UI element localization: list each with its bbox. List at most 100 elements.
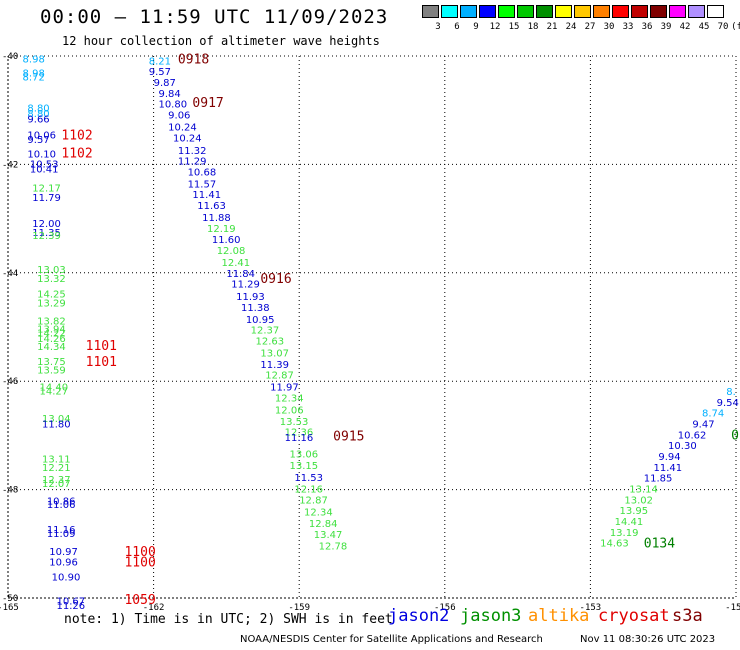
- legend-item-jason2: jason2: [388, 606, 450, 626]
- wave-height-label: 12.00: [32, 219, 61, 230]
- scale-swatch: [517, 5, 534, 18]
- scale-swatch: [707, 5, 724, 18]
- scale-swatch: [422, 5, 439, 18]
- scale-label: 42: [679, 22, 691, 32]
- wave-height-label: 14.34: [37, 342, 66, 353]
- wave-height-label: 11.35: [32, 228, 61, 239]
- wave-height-label: 14.63: [600, 539, 629, 550]
- wave-height-label: 12.21: [42, 463, 71, 474]
- wave-height-label: 13.19: [610, 528, 639, 539]
- scale-swatch: [669, 5, 686, 18]
- pass-time-label: 1102: [61, 146, 92, 161]
- wave-height-label: 12.19: [207, 224, 236, 235]
- wave-height-label: 10.80: [158, 100, 187, 111]
- x-tick-label: -156: [434, 603, 456, 613]
- wave-height-label: 11.16: [47, 525, 76, 536]
- y-tick-label: -48: [2, 486, 18, 496]
- wave-height-label: 13.75: [37, 357, 66, 368]
- scale-swatch: [536, 5, 553, 18]
- legend-item-s3a: s3a: [672, 606, 703, 626]
- scale-label: 6: [454, 22, 460, 32]
- wave-height-label: 13.03: [37, 265, 66, 276]
- wave-height-label: 11.84: [226, 269, 255, 280]
- wave-height-label: 10.06: [27, 131, 56, 142]
- scale-label: 24: [565, 22, 577, 32]
- x-tick-label: -159: [288, 603, 310, 613]
- wave-height-label: 14.25: [37, 289, 66, 300]
- wave-height-label: 10.53: [30, 159, 59, 170]
- scale-swatch: [688, 5, 705, 18]
- wave-height-label: 10.68: [188, 167, 217, 178]
- pass-time-label: 0: [731, 428, 739, 443]
- wave-height-label: 10.24: [168, 122, 197, 133]
- wave-height-label: 8.98: [23, 68, 45, 79]
- scale-swatch: [460, 5, 477, 18]
- wave-height-label: 11.60: [212, 235, 241, 246]
- wave-height-label: 13.59: [37, 365, 66, 376]
- wave-height-label: 11.80: [42, 419, 71, 430]
- timestamp: Nov 11 08:30:26 UTC 2023: [580, 634, 716, 645]
- scale-swatch: [555, 5, 572, 18]
- wave-height-label: 11.26: [57, 601, 86, 612]
- wave-height-label: 12.78: [319, 541, 348, 552]
- pass-time-label: 1100: [124, 556, 155, 571]
- wave-height-label: 11.32: [178, 146, 207, 157]
- wave-height-label: 10.86: [47, 496, 76, 507]
- wave-height-label: 10.67: [57, 597, 86, 608]
- wave-height-label: 14.40: [40, 383, 69, 394]
- wave-height-label: 13.82: [37, 316, 66, 327]
- wave-height-label: 11.29: [178, 157, 207, 168]
- pass-time-label: 1102: [61, 129, 92, 144]
- scale-label: 45: [698, 22, 710, 32]
- wave-height-label: 13.32: [37, 274, 66, 285]
- wave-height-label: 9.57: [27, 135, 49, 146]
- wave-height-label: 14.27: [40, 386, 69, 397]
- pass-time-label: 1101: [86, 339, 117, 354]
- x-tick-label: -150: [725, 603, 740, 613]
- wave-height-label: 9.57: [149, 67, 171, 78]
- scale-label: 12: [489, 22, 501, 32]
- wave-height-label: 10.62: [678, 430, 707, 441]
- wave-height-label: 13.07: [260, 348, 289, 359]
- wave-height-label: 12.87: [299, 495, 328, 506]
- wave-height-label: 11.57: [188, 179, 217, 190]
- wave-height-label: 9.06: [168, 111, 190, 122]
- wave-height-label: 8.80: [27, 109, 49, 120]
- wave-height-label: 9.94: [658, 452, 680, 463]
- wave-height-label: 12.34: [275, 393, 304, 404]
- chart-title: 00:00 – 11:59 UTC 11/09/2023: [40, 6, 389, 28]
- wave-height-label: 12.36: [285, 428, 314, 439]
- wave-height-label: 13.14: [629, 485, 658, 496]
- wave-height-label: 11.16: [285, 433, 314, 444]
- wave-height-label: 8.74: [702, 409, 724, 420]
- y-tick-label: -44: [2, 269, 18, 279]
- wave-height-label: 11.53: [294, 473, 323, 484]
- y-tick-label: -42: [2, 160, 18, 170]
- wave-height-label: 10.96: [49, 558, 78, 569]
- wave-height-label: 12.06: [275, 405, 304, 416]
- chart-subtitle: 12 hour collection of altimeter wave hei…: [62, 34, 380, 48]
- wave-height-label: 12.41: [222, 258, 251, 269]
- scale-swatch: [441, 5, 458, 18]
- wave-height-label: 11.29: [231, 280, 260, 291]
- scale-swatch: [574, 5, 591, 18]
- wave-height-label: 11.09: [47, 529, 76, 540]
- y-tick-label: -40: [2, 52, 18, 62]
- scale-swatch: [631, 5, 648, 18]
- wave-height-label: 11.38: [241, 303, 270, 314]
- scale-label: 39: [660, 22, 672, 32]
- wave-height-label: 13.06: [289, 449, 318, 460]
- wave-height-label: 12.87: [265, 371, 294, 382]
- legend-item-altika: altika: [528, 606, 590, 626]
- wave-height-label: 14.26: [37, 334, 66, 345]
- pass-time-label: 1059: [124, 593, 155, 608]
- pass-time-label: 0134: [644, 537, 675, 552]
- wave-height-label: 10.10: [27, 150, 56, 161]
- wave-height-label: 8.72: [23, 73, 45, 84]
- wave-height-label: 12.08: [217, 246, 246, 257]
- wave-height-label: 12.39: [32, 231, 61, 242]
- wave-height-label: 13.04: [42, 414, 71, 425]
- wave-height-label: 12.16: [294, 485, 323, 496]
- wave-height-label: 12.37: [42, 475, 71, 486]
- scale-label: 36: [641, 22, 653, 32]
